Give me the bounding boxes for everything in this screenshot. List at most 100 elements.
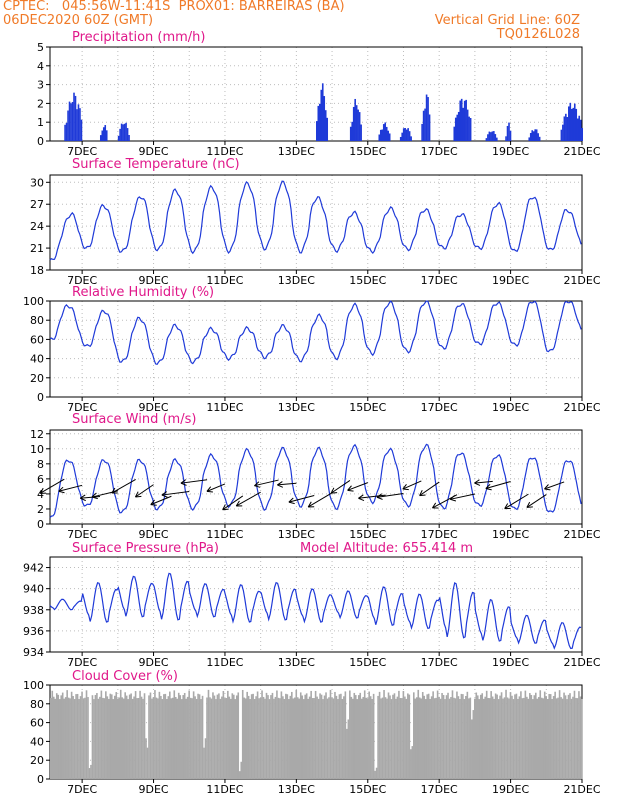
cloud-bar (75, 694, 77, 779)
cloud-bar (557, 697, 559, 779)
cloud-bar (274, 696, 277, 779)
y-tick-label: 27 (30, 198, 44, 211)
cloud-bar (283, 698, 286, 779)
cloud-bar (515, 693, 518, 779)
y-tick-label: 10 (30, 443, 44, 456)
cloud-bar (451, 690, 454, 779)
x-tick-label: 7DEC (67, 528, 97, 541)
cloud-bar (496, 694, 498, 779)
precip-bar (99, 135, 102, 141)
wind-arrow (450, 493, 475, 500)
cloud-bar (197, 693, 199, 779)
precip-bar (73, 92, 75, 141)
cloud-bar (207, 689, 210, 779)
cloud-bar (180, 699, 183, 779)
cloud-bar (179, 695, 182, 779)
cloud-bar (106, 696, 109, 779)
precip-bar (405, 129, 408, 141)
cloud-bar (481, 693, 484, 779)
cloud-bar (228, 696, 231, 779)
y-tick-label: 938 (23, 604, 44, 617)
cloud-bar (478, 699, 481, 779)
cloud-bar (307, 698, 309, 779)
precip-bar (316, 121, 318, 141)
cloud-bar (325, 692, 327, 779)
cloud-bar (356, 699, 359, 779)
cloud-bar (502, 698, 504, 779)
cloud-bar (530, 694, 533, 779)
cloud-bar (108, 698, 110, 779)
wind-arrow-head (150, 499, 157, 506)
cloud-bar (404, 696, 406, 779)
cloud-bar (475, 692, 478, 779)
wind-arrow (277, 482, 297, 486)
precip-bar (326, 117, 329, 141)
cloud-bar (124, 692, 126, 779)
precip-bar (349, 126, 352, 141)
cloud-bar (232, 694, 235, 779)
precip-bar (379, 129, 382, 141)
cloud-bar (238, 771, 241, 779)
cloud-bar (433, 698, 436, 779)
x-tick-label: 13DEC (278, 274, 315, 287)
cloud-bar (270, 695, 272, 779)
cloud-bar (322, 699, 324, 779)
cloud-bar (346, 728, 348, 779)
cloud-bar (352, 698, 354, 779)
cloud-bar (145, 738, 147, 779)
cloud-bar (158, 691, 161, 779)
cloud-bar (463, 699, 466, 779)
cloud-bar (291, 691, 293, 779)
cloud-bar (459, 698, 461, 779)
y-tick-label: 40 (30, 353, 44, 366)
cloud-bar (518, 696, 521, 779)
cloud-bar (424, 699, 427, 779)
cloud-bar (567, 694, 570, 779)
wind-arrow-head (58, 486, 65, 494)
header-model-id: TQ0126L028 (496, 27, 580, 42)
cloud-bar (213, 695, 216, 779)
precip-bar (468, 116, 470, 141)
cloud-bar (362, 696, 365, 779)
cloud-bar (390, 699, 393, 779)
cloud-bar (497, 699, 500, 779)
x-tick-label: 9DEC (138, 401, 168, 414)
cloud-bar (195, 698, 198, 779)
cloud-bar (326, 698, 329, 779)
cloud-bar (52, 696, 55, 779)
cloud-bar (371, 698, 373, 779)
cloud-bar (134, 691, 137, 779)
cloud-bar (369, 696, 372, 779)
cloud-bar (293, 697, 296, 779)
cloud-bar (317, 698, 320, 779)
cloud-bar (548, 693, 550, 779)
cloud-bar (256, 691, 259, 779)
panel-title: Precipitation (mm/h) (72, 30, 205, 45)
precip-bar (576, 118, 579, 141)
wind-arrow (80, 495, 101, 499)
cloud-bar (357, 695, 360, 779)
y-tick-label: 8 (37, 458, 44, 471)
cloud-bar (328, 697, 330, 779)
precip-bar (425, 94, 428, 141)
x-tick-label: 13DEC (278, 528, 315, 541)
precip-bar (74, 95, 77, 141)
cloud-bar (231, 693, 234, 779)
cloud-bar (320, 694, 323, 779)
x-tick-label: 11DEC (206, 528, 243, 541)
panel-title: Surface Pressure (hPa) (72, 541, 219, 556)
x-tick-label: 15DEC (349, 145, 386, 158)
x-tick-label: 11DEC (206, 656, 243, 669)
panel-title: Surface Wind (m/s) (72, 412, 196, 427)
cloud-bar (171, 697, 174, 779)
cloud-bar (113, 695, 116, 779)
cloud-bar (305, 693, 308, 779)
cloud-bar (576, 698, 579, 779)
cloud-bar (393, 693, 396, 779)
y-tick-label: 936 (23, 625, 44, 638)
wind-arrow (347, 482, 368, 491)
precip-bar (494, 134, 497, 141)
cloud-bar (63, 698, 65, 779)
cloud-bar (573, 690, 576, 779)
